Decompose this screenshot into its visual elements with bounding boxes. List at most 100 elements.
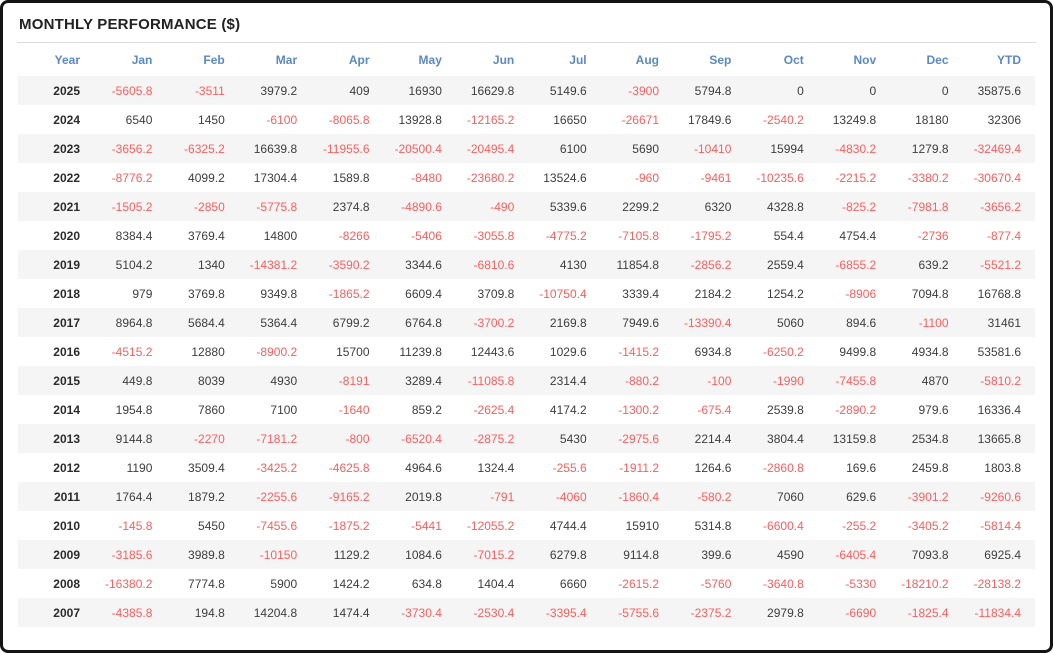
year-cell: 2012 bbox=[18, 453, 94, 482]
value-cell: -14381.2 bbox=[239, 250, 311, 279]
value-cell: 4934.8 bbox=[890, 337, 962, 366]
value-cell: -2860.8 bbox=[745, 453, 817, 482]
value-cell: 12880 bbox=[166, 337, 238, 366]
value-cell: -8480 bbox=[384, 163, 456, 192]
column-header-jul: Jul bbox=[528, 43, 600, 76]
value-cell: -8266 bbox=[311, 221, 383, 250]
value-cell: 4174.2 bbox=[528, 395, 600, 424]
value-cell: -3656.2 bbox=[963, 192, 1036, 221]
value-cell: -2255.6 bbox=[239, 482, 311, 511]
value-cell: -3900 bbox=[601, 76, 673, 105]
value-cell: -3425.2 bbox=[239, 453, 311, 482]
value-cell: -825.2 bbox=[818, 192, 890, 221]
value-cell: -3700.2 bbox=[456, 308, 528, 337]
year-cell: 2014 bbox=[18, 395, 94, 424]
value-cell: -3405.2 bbox=[890, 511, 962, 540]
value-cell: 5364.4 bbox=[239, 308, 311, 337]
value-cell: 2979.8 bbox=[745, 598, 817, 627]
value-cell: -100 bbox=[673, 366, 745, 395]
value-cell: -1300.2 bbox=[601, 395, 673, 424]
value-cell: -255.2 bbox=[818, 511, 890, 540]
value-cell: 629.6 bbox=[818, 482, 890, 511]
column-header-aug: Aug bbox=[601, 43, 673, 76]
value-cell: -12055.2 bbox=[456, 511, 528, 540]
value-cell: 3289.4 bbox=[384, 366, 456, 395]
column-header-sep: Sep bbox=[673, 43, 745, 76]
value-cell: -2975.6 bbox=[601, 424, 673, 453]
value-cell: 2374.8 bbox=[311, 192, 383, 221]
value-cell: 14800 bbox=[239, 221, 311, 250]
value-cell: -6250.2 bbox=[745, 337, 817, 366]
value-cell: 554.4 bbox=[745, 221, 817, 250]
value-cell: -4625.8 bbox=[311, 453, 383, 482]
value-cell: -12165.2 bbox=[456, 105, 528, 134]
value-cell: -4830.2 bbox=[818, 134, 890, 163]
table-row-2024: 202465401450-6100-8065.813928.8-12165.21… bbox=[18, 105, 1035, 134]
monthly-performance-panel: MONTHLY PERFORMANCE ($) YearJanFebMarApr… bbox=[0, 0, 1053, 653]
value-cell: -7105.8 bbox=[601, 221, 673, 250]
value-cell: -2270 bbox=[166, 424, 238, 453]
value-cell: -675.4 bbox=[673, 395, 745, 424]
value-cell: 1254.2 bbox=[745, 279, 817, 308]
column-header-nov: Nov bbox=[818, 43, 890, 76]
value-cell: 409 bbox=[311, 76, 383, 105]
value-cell: -32469.4 bbox=[963, 134, 1036, 163]
value-cell: 2214.4 bbox=[673, 424, 745, 453]
year-cell: 2010 bbox=[18, 511, 94, 540]
value-cell: 7860 bbox=[166, 395, 238, 424]
value-cell: 3344.6 bbox=[384, 250, 456, 279]
value-cell: 2299.2 bbox=[601, 192, 673, 221]
table-row-2018: 20189793769.89349.8-1865.26609.43709.8-1… bbox=[18, 279, 1035, 308]
value-cell: 6660 bbox=[528, 569, 600, 598]
table-body: 2025-5605.8-35113979.24091693016629.8514… bbox=[18, 76, 1035, 627]
value-cell: 5149.6 bbox=[528, 76, 600, 105]
value-cell: 3339.4 bbox=[601, 279, 673, 308]
column-header-oct: Oct bbox=[745, 43, 817, 76]
table-row-2019: 20195104.21340-14381.2-3590.23344.6-6810… bbox=[18, 250, 1035, 279]
value-cell: 5900 bbox=[239, 569, 311, 598]
value-cell: -2856.2 bbox=[673, 250, 745, 279]
value-cell: -255.6 bbox=[528, 453, 600, 482]
value-cell: 169.6 bbox=[818, 453, 890, 482]
value-cell: -791 bbox=[456, 482, 528, 511]
value-cell: 6320 bbox=[673, 192, 745, 221]
value-cell: 4744.4 bbox=[528, 511, 600, 540]
year-cell: 2009 bbox=[18, 540, 94, 569]
table-row-2022: 2022-8776.24099.217304.41589.8-8480-2368… bbox=[18, 163, 1035, 192]
value-cell: 17849.6 bbox=[673, 105, 745, 134]
year-cell: 2025 bbox=[18, 76, 94, 105]
value-cell: -2215.2 bbox=[818, 163, 890, 192]
value-cell: 1324.4 bbox=[456, 453, 528, 482]
year-cell: 2007 bbox=[18, 598, 94, 627]
value-cell: 979.6 bbox=[890, 395, 962, 424]
value-cell: 3509.4 bbox=[166, 453, 238, 482]
table-row-2013: 20139144.8-2270-7181.2-800-6520.4-2875.2… bbox=[18, 424, 1035, 453]
column-header-jan: Jan bbox=[94, 43, 166, 76]
column-header-jun: Jun bbox=[456, 43, 528, 76]
value-cell: 32306 bbox=[963, 105, 1036, 134]
year-cell: 2017 bbox=[18, 308, 94, 337]
value-cell: -2875.2 bbox=[456, 424, 528, 453]
value-cell: -8906 bbox=[818, 279, 890, 308]
value-cell: -1911.2 bbox=[601, 453, 673, 482]
value-cell: -9165.2 bbox=[311, 482, 383, 511]
value-cell: 399.6 bbox=[673, 540, 745, 569]
value-cell: 1803.8 bbox=[963, 453, 1036, 482]
value-cell: -6325.2 bbox=[166, 134, 238, 163]
table-row-2025: 2025-5605.8-35113979.24091693016629.8514… bbox=[18, 76, 1035, 105]
value-cell: -1860.4 bbox=[601, 482, 673, 511]
value-cell: -9461 bbox=[673, 163, 745, 192]
value-cell: -8776.2 bbox=[94, 163, 166, 192]
value-cell: 14204.8 bbox=[239, 598, 311, 627]
value-cell: 1264.6 bbox=[673, 453, 745, 482]
value-cell: 7949.6 bbox=[601, 308, 673, 337]
table-row-2020: 20208384.43769.414800-8266-5406-3055.8-4… bbox=[18, 221, 1035, 250]
value-cell: -145.8 bbox=[94, 511, 166, 540]
value-cell: 16639.8 bbox=[239, 134, 311, 163]
value-cell: 6925.4 bbox=[963, 540, 1036, 569]
value-cell: -2530.4 bbox=[456, 598, 528, 627]
value-cell: 3979.2 bbox=[239, 76, 311, 105]
value-cell: 13249.8 bbox=[818, 105, 890, 134]
value-cell: -960 bbox=[601, 163, 673, 192]
value-cell: 1129.2 bbox=[311, 540, 383, 569]
